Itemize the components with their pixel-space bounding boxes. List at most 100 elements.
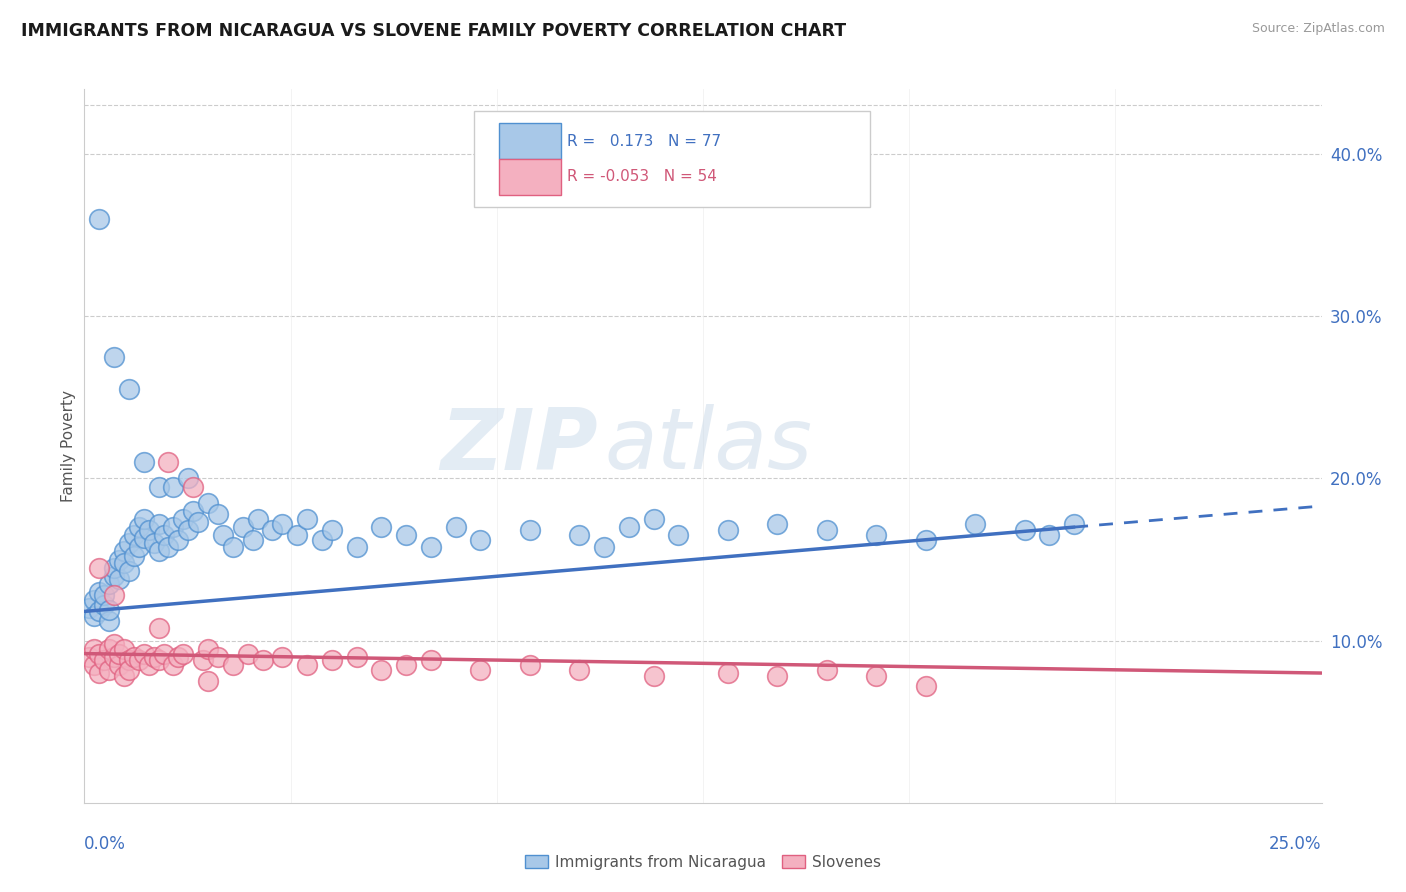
Point xyxy=(470,663,492,677)
Point xyxy=(444,520,467,534)
Point xyxy=(128,653,150,667)
Text: IMMIGRANTS FROM NICARAGUA VS SLOVENE FAMILY POVERTY CORRELATION CHART: IMMIGRANTS FROM NICARAGUA VS SLOVENE FAM… xyxy=(21,22,846,40)
Point xyxy=(167,649,190,664)
Point xyxy=(89,647,111,661)
Text: ZIP: ZIP xyxy=(440,404,598,488)
Point xyxy=(321,524,343,538)
Point xyxy=(1038,528,1060,542)
Point xyxy=(108,647,131,661)
Point xyxy=(128,520,150,534)
Point xyxy=(172,512,194,526)
Point xyxy=(157,540,180,554)
Point xyxy=(89,604,111,618)
Point xyxy=(717,666,740,681)
Point xyxy=(419,653,441,667)
Point xyxy=(470,533,492,547)
Point xyxy=(132,647,155,661)
Point xyxy=(222,657,245,672)
Point xyxy=(98,603,121,617)
Point xyxy=(236,647,259,661)
Point xyxy=(593,540,616,554)
Point xyxy=(643,669,665,683)
Point xyxy=(98,663,121,677)
FancyBboxPatch shape xyxy=(499,159,561,194)
Point xyxy=(177,524,200,538)
Point xyxy=(103,649,125,664)
Text: R = -0.053   N = 54: R = -0.053 N = 54 xyxy=(567,169,717,185)
Point xyxy=(370,520,392,534)
Point xyxy=(112,669,135,683)
Point xyxy=(79,649,101,664)
Point xyxy=(1014,524,1036,538)
Point xyxy=(815,663,838,677)
Point xyxy=(162,657,184,672)
Point xyxy=(142,536,165,550)
Point xyxy=(103,350,125,364)
Point xyxy=(815,524,838,538)
Point xyxy=(295,512,318,526)
Point xyxy=(98,614,121,628)
Text: atlas: atlas xyxy=(605,404,813,488)
Point xyxy=(643,512,665,526)
Point xyxy=(419,540,441,554)
Point xyxy=(142,649,165,664)
Point xyxy=(666,528,689,542)
Point xyxy=(103,588,125,602)
Point xyxy=(1063,516,1085,531)
Point xyxy=(83,609,105,624)
Point xyxy=(914,533,936,547)
Point xyxy=(865,669,887,683)
Point xyxy=(167,533,190,547)
Point xyxy=(346,540,368,554)
Point xyxy=(112,556,135,570)
Point xyxy=(242,533,264,547)
Point xyxy=(222,540,245,554)
Point xyxy=(118,564,141,578)
Point xyxy=(118,536,141,550)
Point xyxy=(108,552,131,566)
Point xyxy=(262,524,284,538)
FancyBboxPatch shape xyxy=(499,123,561,159)
Point xyxy=(103,568,125,582)
Point xyxy=(103,560,125,574)
Point xyxy=(346,649,368,664)
Point xyxy=(83,641,105,656)
Point xyxy=(83,657,105,672)
Point xyxy=(132,532,155,546)
Point xyxy=(197,496,219,510)
Point xyxy=(568,528,591,542)
Point xyxy=(112,641,135,656)
Point xyxy=(89,666,111,681)
Text: Source: ZipAtlas.com: Source: ZipAtlas.com xyxy=(1251,22,1385,36)
Point xyxy=(138,524,160,538)
Point xyxy=(98,641,121,656)
Point xyxy=(246,512,269,526)
Point xyxy=(395,657,418,672)
Point xyxy=(89,585,111,599)
Point xyxy=(148,516,170,531)
Point xyxy=(148,544,170,558)
Point xyxy=(157,455,180,469)
Point xyxy=(766,516,789,531)
Point xyxy=(207,649,229,664)
Point xyxy=(177,471,200,485)
Text: 0.0%: 0.0% xyxy=(84,835,127,853)
Point xyxy=(181,479,204,493)
Point xyxy=(148,479,170,493)
Point xyxy=(311,533,333,547)
Point xyxy=(370,663,392,677)
Point xyxy=(162,520,184,534)
Point xyxy=(89,211,111,226)
Point xyxy=(617,520,640,534)
Point xyxy=(865,528,887,542)
Point xyxy=(83,593,105,607)
Point xyxy=(118,382,141,396)
Point xyxy=(108,657,131,672)
Point xyxy=(148,621,170,635)
Point xyxy=(519,524,541,538)
Point xyxy=(252,653,274,667)
Y-axis label: Family Poverty: Family Poverty xyxy=(60,390,76,502)
Point xyxy=(103,637,125,651)
FancyBboxPatch shape xyxy=(474,111,870,207)
Point xyxy=(197,641,219,656)
